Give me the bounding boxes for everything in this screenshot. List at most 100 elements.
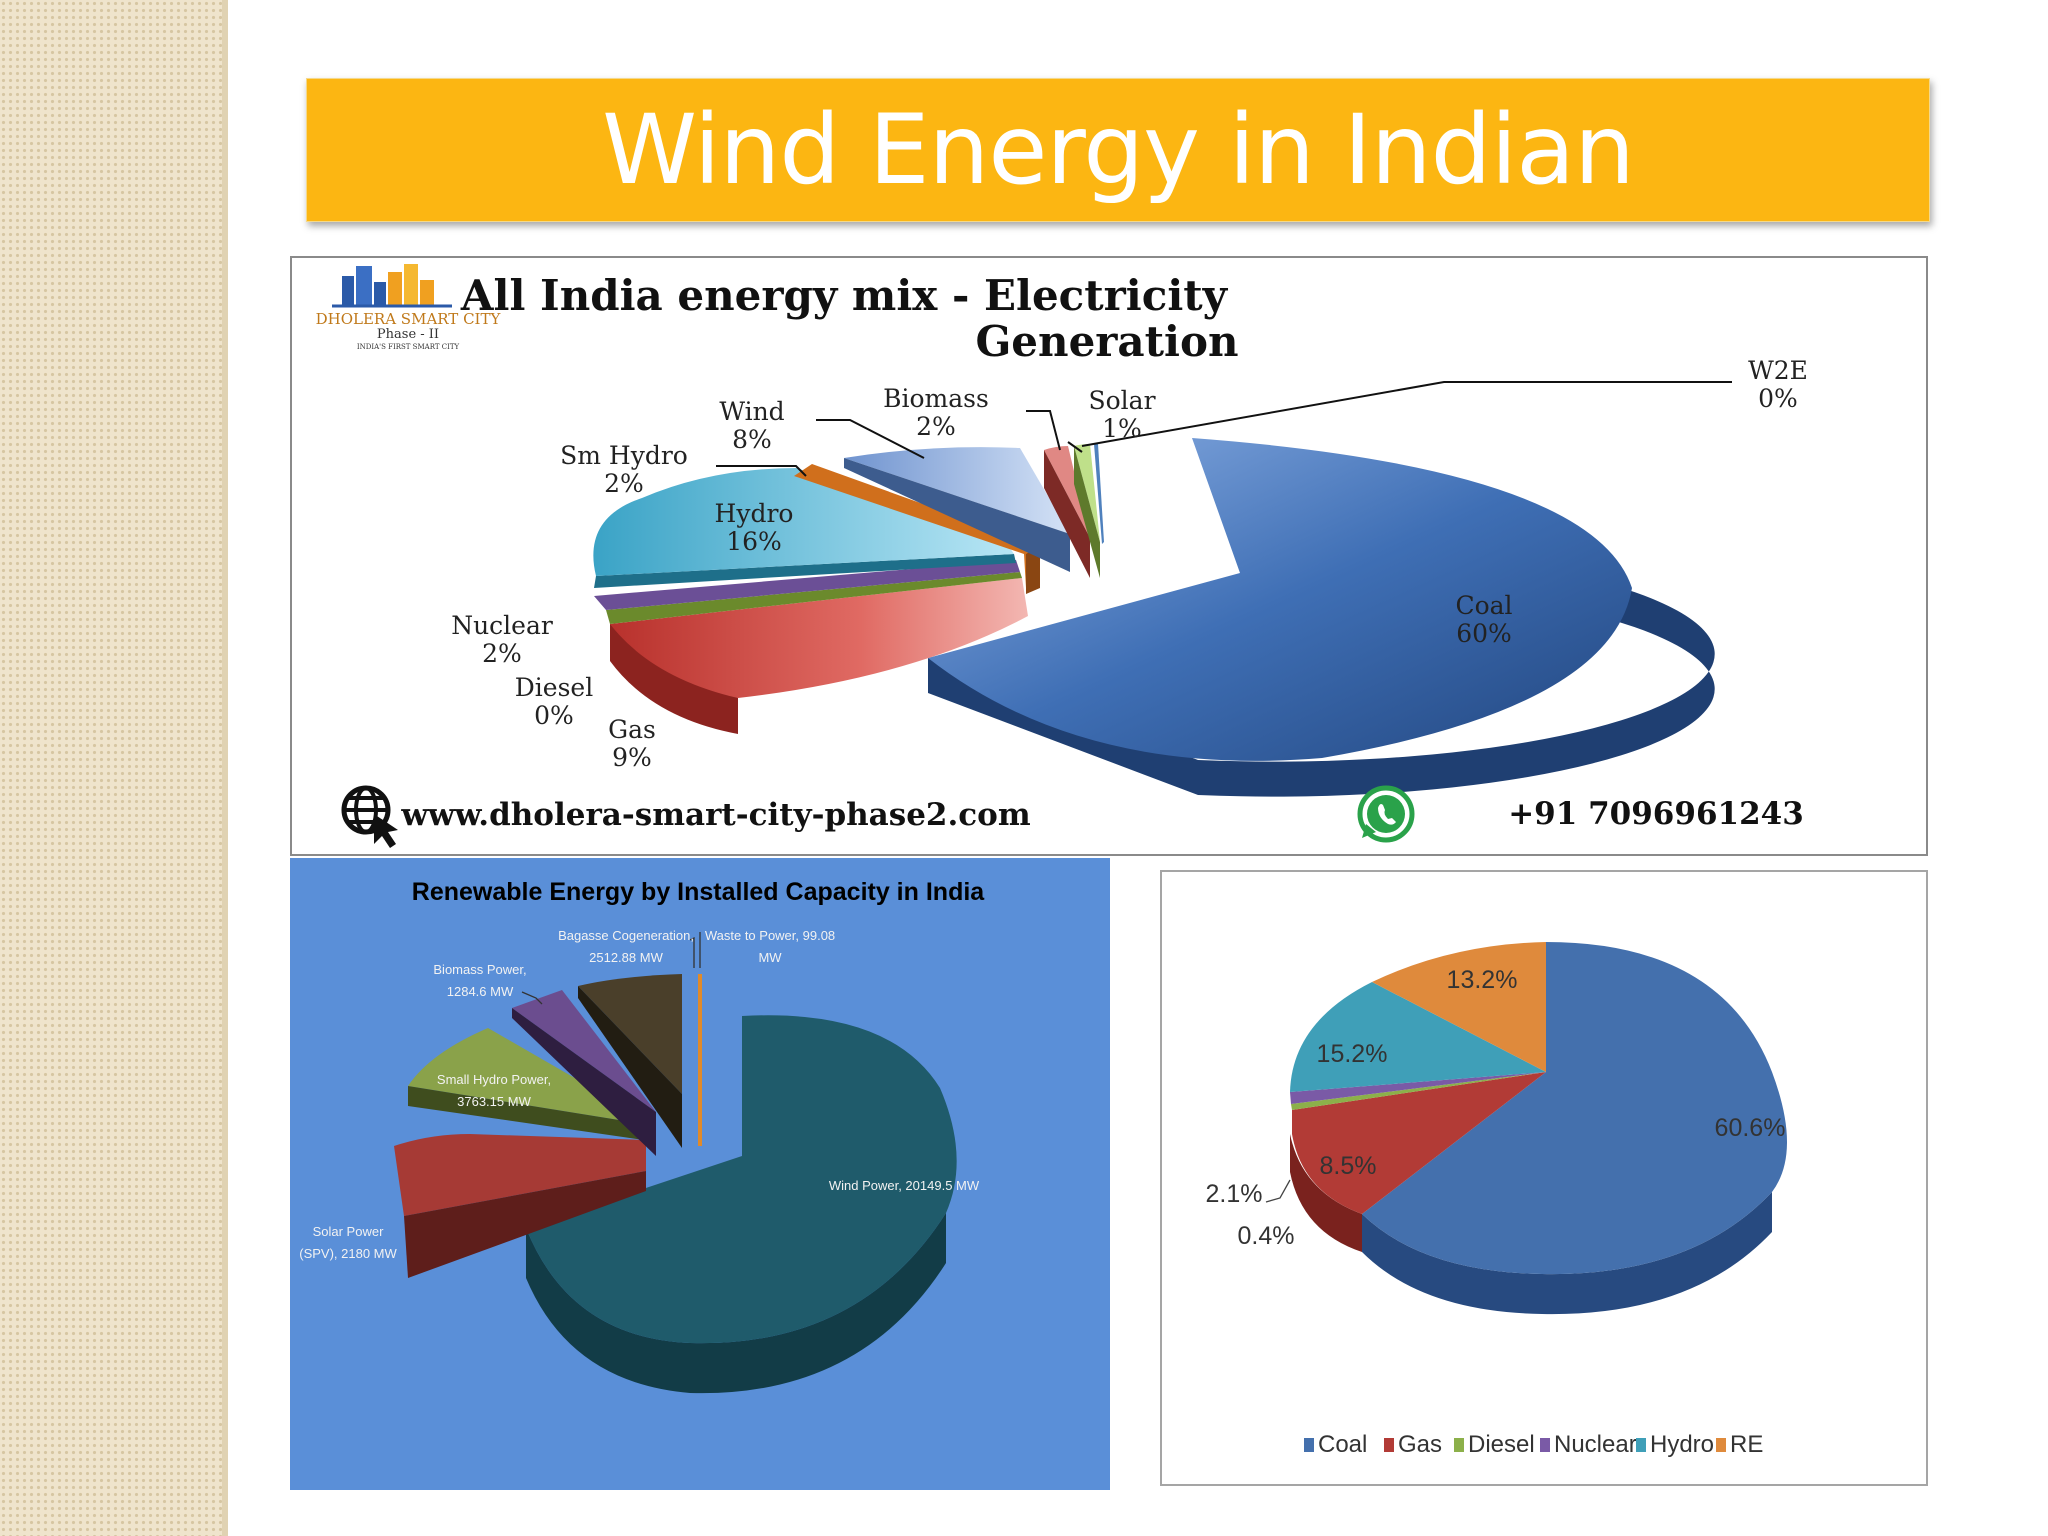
label-coal-value: 60% xyxy=(1456,619,1512,648)
legend-swatch-gas xyxy=(1384,1438,1394,1452)
label-sm-hydro-name: Sm Hydro xyxy=(560,441,688,470)
energy-mix-chart: DHOLERA SMART CITY Phase - II INDIA'S FI… xyxy=(316,264,1808,848)
slice-wind-side xyxy=(844,458,1070,572)
generation-share-svg: 13.2% 15.2% 60.6% 8.5% 2.1% 0.4% Coal Gas… xyxy=(1206,942,1787,1458)
slice-gas xyxy=(610,578,1028,698)
slice-hydro xyxy=(593,468,1014,576)
title-banner: Wind Energy in Indian xyxy=(306,78,1930,222)
slice-sm-hydro xyxy=(794,464,1040,588)
slice-hydro-side xyxy=(594,554,1016,588)
globe-cursor-icon xyxy=(341,785,398,848)
label-coal-share: 60.6% xyxy=(1715,1114,1786,1142)
slice-wind-power xyxy=(526,1015,957,1344)
legend-swatch-hydro xyxy=(1636,1438,1646,1452)
pie-slices xyxy=(593,438,1715,797)
slice-coal xyxy=(928,438,1632,761)
legend-swatch-re xyxy=(1716,1438,1726,1452)
energy-mix-infographic: DHOLERA SMART CITY Phase - II INDIA'S FI… xyxy=(290,256,1928,856)
slice-biomass-side xyxy=(1044,450,1090,578)
slice-solar-side xyxy=(1074,446,1100,578)
slide-title: Wind Energy in Indian xyxy=(602,94,1635,206)
left-strip-edge xyxy=(222,0,228,1536)
slice-coal-2 xyxy=(1362,942,1787,1275)
slice-waste-power xyxy=(698,974,702,1146)
legend-swatch-nuclear xyxy=(1540,1438,1550,1452)
label-solar-value: 1% xyxy=(1102,414,1142,443)
label-bagasse-line2: 2512.88 MW xyxy=(589,950,663,965)
slice-biomass xyxy=(1044,446,1090,538)
label-diesel-share: 0.4% xyxy=(1238,1222,1295,1250)
slice-sm-hydro-side xyxy=(1026,546,1040,594)
renewable-chart-title: Renewable Energy by Installed Capacity i… xyxy=(412,878,985,906)
label-hydro-name: Hydro xyxy=(715,499,794,528)
share-leader-lines xyxy=(1265,1179,1291,1203)
generation-share-chart: 13.2% 15.2% 60.6% 8.5% 2.1% 0.4% Coal Gas… xyxy=(1160,870,1928,1486)
chart-title-line2: Generation xyxy=(975,317,1238,366)
label-diesel-value: 0% xyxy=(534,701,574,730)
legend-label-gas: Gas xyxy=(1398,1431,1442,1458)
label-waste-line2: MW xyxy=(758,950,782,965)
slice-hydro-2 xyxy=(1290,982,1546,1092)
logo-line1: DHOLERA SMART CITY xyxy=(316,310,502,328)
label-nuclear-share: 2.1% xyxy=(1206,1180,1263,1208)
decorative-left-strip xyxy=(0,0,226,1536)
slice-small-hydro-side xyxy=(408,1086,644,1140)
label-solar-name: Solar xyxy=(1088,386,1155,415)
website-text[interactable]: www.dholera-smart-city-phase2.com xyxy=(400,797,1031,833)
label-hydro-value: 16% xyxy=(726,527,782,556)
label-hydro-share: 15.2% xyxy=(1317,1040,1388,1068)
label-biomass-power-line1: Biomass Power, xyxy=(433,962,526,977)
slice-labels: W2E 0% Solar 1% Biomass 2% Wind 8% Sm Hy… xyxy=(451,356,1808,772)
logo-line2: Phase - II xyxy=(377,327,439,342)
slice-nuclear-2 xyxy=(1290,1072,1546,1104)
label-wind-name: Wind xyxy=(719,397,784,426)
label-small-hydro-line2: 3763.15 MW xyxy=(457,1094,531,1109)
legend-swatch-coal xyxy=(1304,1438,1314,1452)
slice-biomass-power xyxy=(512,990,656,1112)
slice-diesel-2 xyxy=(1291,1072,1546,1110)
label-bagasse-line1: Bagasse Cogeneration, xyxy=(558,928,694,943)
label-re-share: 13.2% xyxy=(1447,966,1518,994)
renewable-slices xyxy=(394,974,957,1394)
legend-label-nuclear: Nuclear xyxy=(1554,1431,1637,1458)
label-waste-line1: Waste to Power, 99.08 xyxy=(705,928,835,943)
slice-bagasse-side xyxy=(578,986,682,1148)
share-labels: 13.2% 15.2% 60.6% 8.5% 2.1% 0.4% xyxy=(1206,966,1786,1250)
slice-re-2 xyxy=(1372,942,1546,1072)
slice-solar-power-side xyxy=(404,1171,646,1278)
slice-wind xyxy=(844,447,1070,534)
renewable-leader-lines xyxy=(521,932,701,1005)
label-w2e-value: 0% xyxy=(1758,384,1798,413)
label-wind-value: 8% xyxy=(732,425,772,454)
label-gas-value: 9% xyxy=(612,743,652,772)
renewable-labels: Bagasse Cogeneration, 2512.88 MW Waste t… xyxy=(299,928,980,1261)
whatsapp-icon xyxy=(1357,785,1415,843)
slice-nuclear xyxy=(594,560,1020,610)
renewable-capacity-chart: Renewable Energy by Installed Capacity i… xyxy=(290,858,1110,1490)
leader-lines xyxy=(716,381,1732,477)
label-solar-power-line2: (SPV), 2180 MW xyxy=(299,1246,397,1261)
label-biomass-name: Biomass xyxy=(883,384,989,413)
label-coal-name: Coal xyxy=(1455,591,1512,620)
slice-solar-power xyxy=(394,1134,646,1216)
label-nuclear-value: 2% xyxy=(482,639,522,668)
label-biomass-value: 2% xyxy=(916,412,956,441)
chart-title-line1: All India energy mix - Electricity xyxy=(460,271,1229,320)
label-biomass-power-line2: 1284.6 MW xyxy=(447,984,514,999)
label-w2e-name: W2E xyxy=(1748,356,1808,385)
slice-w2e xyxy=(1094,444,1104,544)
legend-swatch-diesel xyxy=(1454,1438,1464,1452)
share-legend: Coal Gas Diesel Nuclear Hydro RE xyxy=(1304,1431,1763,1458)
label-diesel-name: Diesel xyxy=(515,673,593,702)
label-solar-power-line1: Solar Power xyxy=(313,1224,384,1239)
slice-bagasse xyxy=(578,974,682,1094)
logo-line3: INDIA'S FIRST SMART CITY xyxy=(357,343,460,351)
slice-gas-side-2 xyxy=(1290,1134,1362,1252)
label-small-hydro-line1: Small Hydro Power, xyxy=(437,1072,551,1087)
label-gas-name: Gas xyxy=(608,715,656,744)
slice-solar xyxy=(1074,444,1100,542)
label-sm-hydro-value: 2% xyxy=(604,469,644,498)
phone-text[interactable]: +91 7096961243 xyxy=(1508,796,1804,832)
renewable-capacity-svg: Renewable Energy by Installed Capacity i… xyxy=(299,878,985,1394)
slice-small-hydro xyxy=(408,1028,644,1124)
